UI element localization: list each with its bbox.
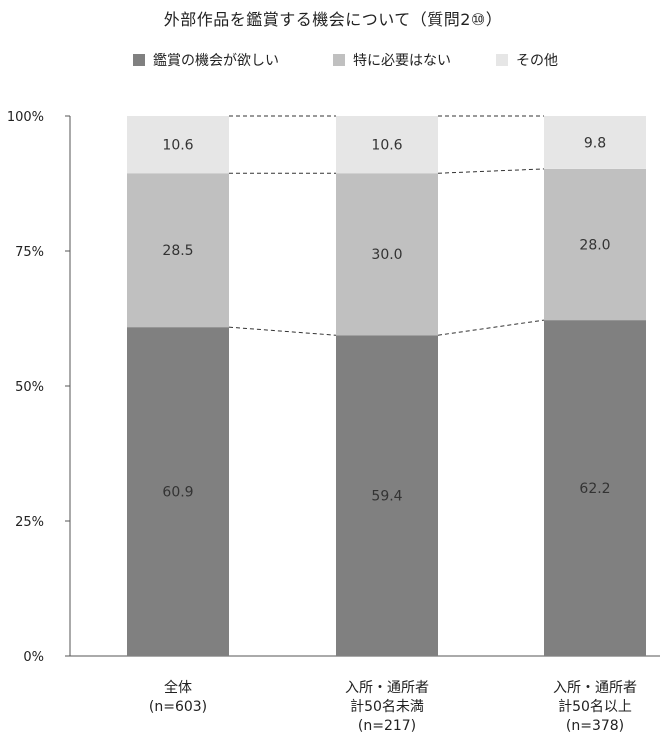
data-label: 59.4 [371,489,402,505]
data-label: 28.0 [579,238,610,254]
legend-swatch-other [496,54,508,66]
legend-item-other: その他 [496,50,558,70]
bar-segment [336,335,438,656]
legend-item-want: 鑑賞の機会が欲しい [133,50,279,70]
y-tick-label: 0% [23,650,44,665]
legend-swatch-not-needed [333,54,345,66]
y-tick-label: 50% [15,380,44,395]
category-label: 計50名以上 [558,699,632,715]
bar-segment [336,116,438,174]
category-label: 入所・通所者 [345,680,429,696]
bar-segment [127,173,229,328]
bar-segment [336,173,438,336]
connector-line [437,319,545,336]
bar-segment [127,116,229,174]
data-label: 10.6 [162,138,193,154]
legend-label-other: その他 [516,53,558,69]
legend: 鑑賞の機会が欲しい 特に必要はない その他 [0,50,666,70]
legend-label-want: 鑑賞の機会が欲しい [153,53,279,69]
data-label: 9.8 [584,135,606,151]
legend-label-not-needed: 特に必要はない [353,53,451,69]
category-label: 計50名未満 [350,699,424,715]
legend-item-not-needed: 特に必要はない [333,50,451,70]
category-label: (n=378) [566,718,624,734]
bar-segment [127,327,229,656]
data-label: 30.0 [371,247,402,263]
y-tick-label: 75% [15,245,44,260]
y-tick-label: 25% [15,515,44,530]
data-label: 60.9 [162,485,193,501]
bar-segment [544,116,646,169]
y-tick-label: 100% [7,110,44,125]
connector-line [228,326,337,336]
bar-segment [544,168,646,321]
category-label: (n=217) [358,718,416,734]
connector-line [437,168,545,174]
category-label: 入所・通所者 [553,680,637,696]
chart-title: 外部作品を鑑賞する機会について（質問2⑩） [163,10,503,29]
category-label: (n=603) [149,699,207,715]
legend-swatch-want [133,54,145,66]
data-label: 62.2 [579,481,610,497]
data-label: 28.5 [162,243,193,259]
data-label: 10.6 [371,138,402,154]
bar-segment [544,320,646,656]
category-label: 全体 [164,679,192,696]
